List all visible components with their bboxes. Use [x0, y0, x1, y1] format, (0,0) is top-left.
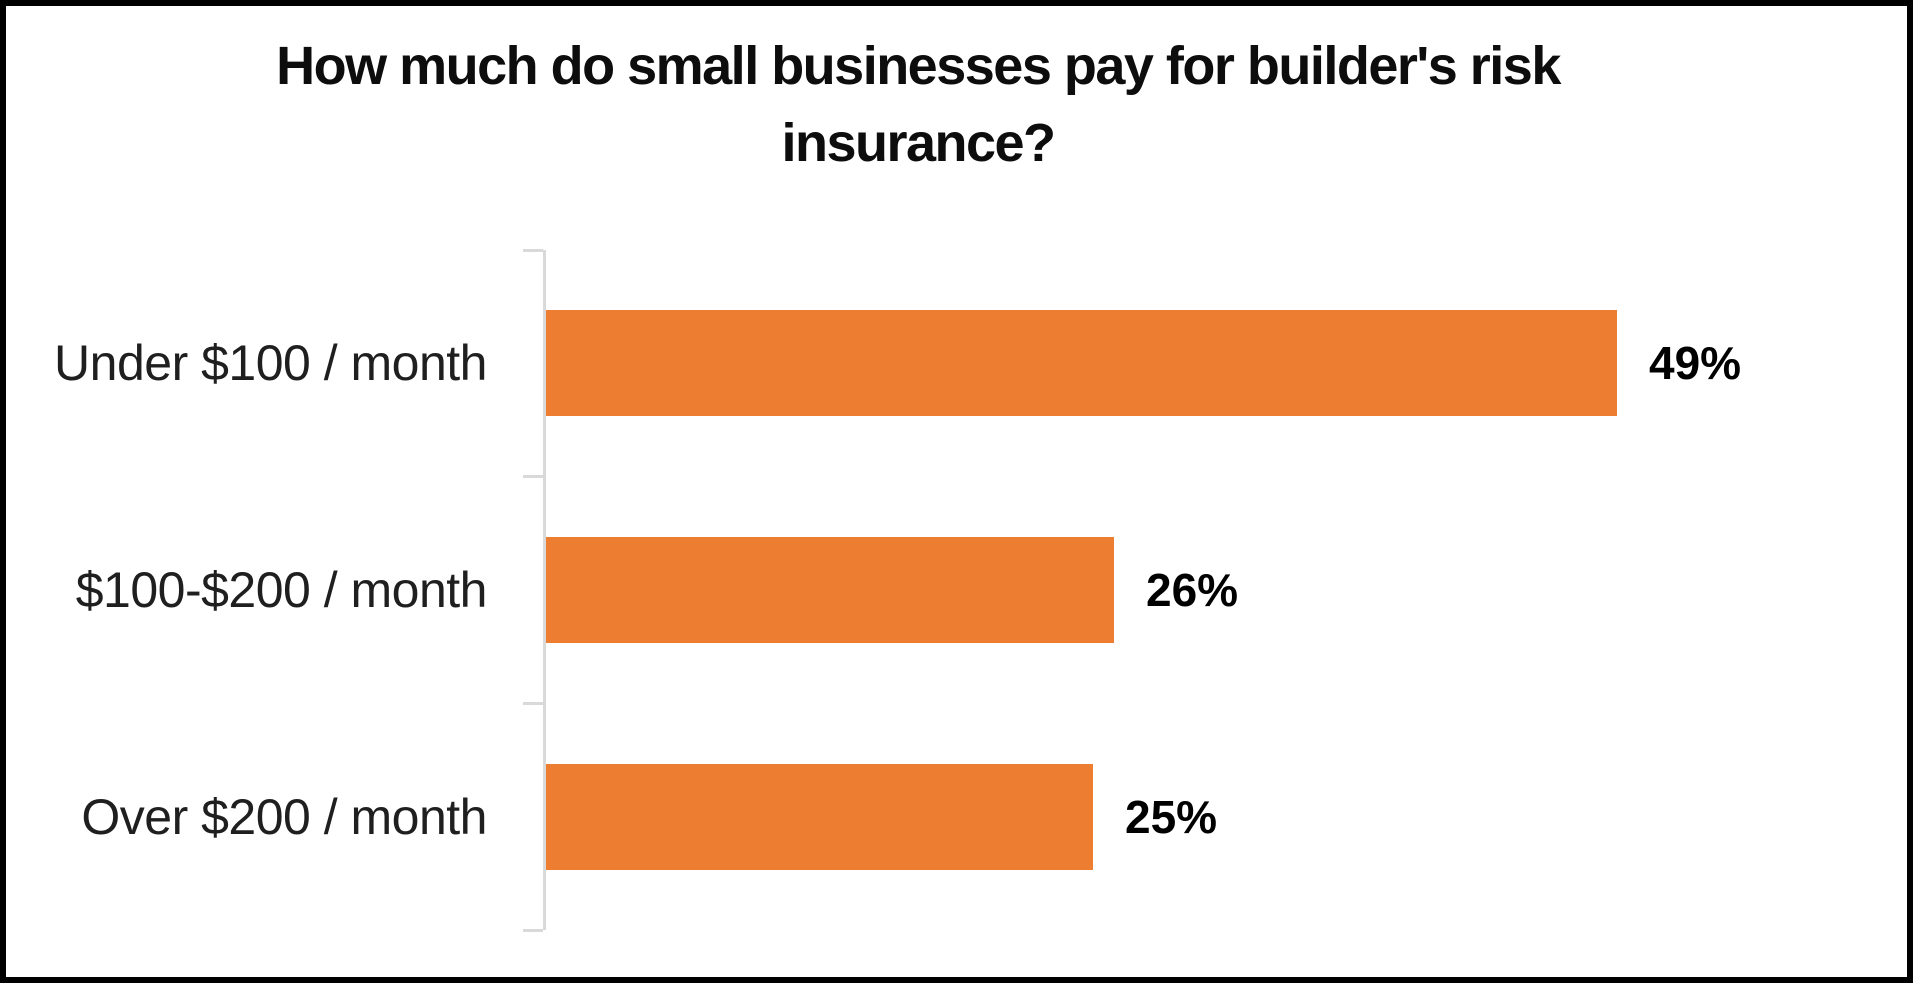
axis-tick [523, 475, 543, 478]
category-label: Under $100 / month [54, 335, 487, 391]
chart-title-line-2: insurance? [781, 113, 1056, 173]
bar-3 [546, 764, 1093, 870]
chart-title-line-1: How much do small businesses pay for bui… [276, 36, 1561, 96]
axis-tick [523, 702, 543, 705]
chart-title: How much do small businesses pay for bui… [168, 28, 1668, 182]
bar-1 [546, 310, 1617, 416]
value-label: 49% [1649, 337, 1742, 389]
bar-2 [546, 537, 1114, 643]
axis-tick [523, 249, 543, 252]
value-label: 26% [1146, 564, 1239, 616]
category-axis-line [543, 250, 546, 930]
category-label: $100-$200 / month [75, 562, 488, 618]
axis-tick [523, 929, 543, 932]
value-label: 25% [1125, 791, 1218, 843]
category-label: Over $200 / month [81, 789, 487, 845]
